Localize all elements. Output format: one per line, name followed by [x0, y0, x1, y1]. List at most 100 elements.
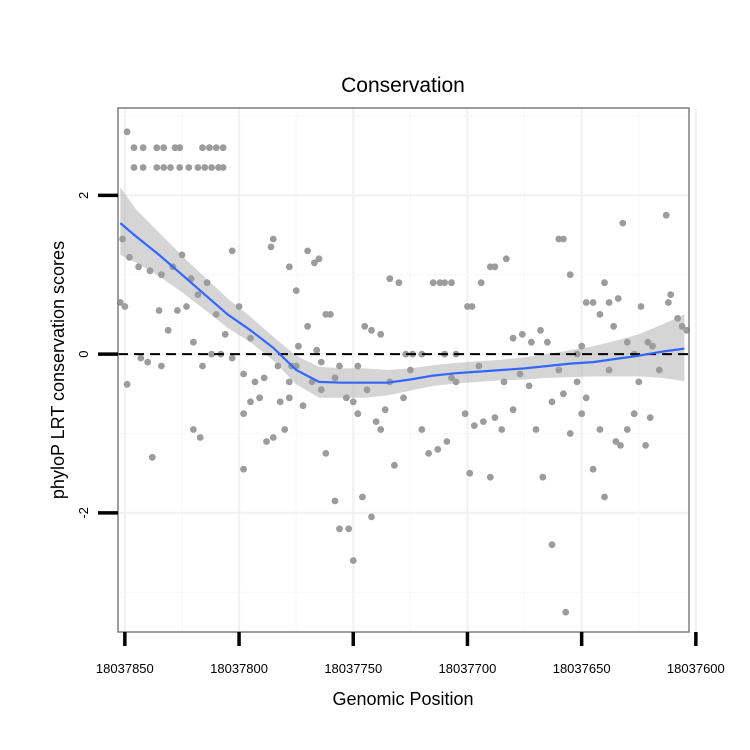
data-point	[573, 378, 581, 386]
data-point	[212, 144, 220, 152]
data-point	[480, 418, 487, 425]
data-point	[605, 299, 613, 306]
x-tick-label: 18037850	[96, 661, 154, 676]
data-point	[183, 303, 190, 310]
data-point	[304, 322, 311, 330]
data-point	[596, 426, 604, 433]
y-axis: -2 0 2	[76, 192, 118, 519]
data-point	[130, 144, 138, 152]
data-point	[614, 295, 622, 302]
data-point	[566, 430, 574, 437]
data-point	[610, 322, 617, 330]
confidence-band	[120, 187, 685, 398]
data-point	[601, 279, 608, 287]
data-point	[678, 322, 686, 330]
data-point	[194, 164, 202, 171]
data-point	[190, 426, 197, 433]
data-point	[212, 311, 220, 318]
data-point	[185, 164, 193, 171]
data-point	[646, 414, 654, 421]
data-point	[498, 426, 506, 433]
data-point	[562, 608, 570, 616]
data-point	[123, 128, 131, 136]
data-point	[269, 434, 277, 441]
data-point	[313, 346, 321, 354]
plot-frame	[117, 107, 690, 633]
data-point	[532, 426, 540, 433]
data-point	[315, 255, 323, 263]
data-point	[317, 358, 325, 366]
data-point	[336, 525, 343, 533]
data-point	[491, 263, 499, 271]
y-tick-label: 2	[76, 192, 91, 199]
data-point	[578, 342, 586, 350]
data-point	[190, 338, 197, 346]
data-point	[263, 438, 270, 445]
data-point	[343, 394, 350, 402]
data-point	[125, 253, 133, 261]
data-point	[502, 255, 510, 263]
data-point	[363, 386, 371, 394]
data-point	[381, 406, 389, 414]
data-point	[137, 354, 145, 362]
data-point	[345, 525, 353, 533]
data-point	[500, 378, 508, 386]
data-point	[443, 438, 451, 445]
x-axis: 18037850 18037800 18037750 18037700 18037650…	[96, 632, 725, 676]
data-point	[208, 350, 216, 358]
data-point	[361, 322, 369, 330]
data-point	[582, 299, 590, 306]
data-point	[630, 410, 638, 418]
data-point	[135, 263, 143, 271]
data-point	[528, 338, 535, 346]
data-point	[304, 247, 311, 255]
smooth-trend-line	[119, 222, 685, 384]
data-point	[566, 271, 574, 279]
data-point	[292, 287, 300, 294]
data-point	[121, 303, 129, 310]
data-point	[452, 378, 460, 386]
data-point	[228, 247, 236, 255]
data-point	[354, 410, 362, 418]
data-point	[418, 350, 426, 358]
data-point	[601, 493, 608, 501]
data-point	[317, 386, 325, 394]
data-point	[354, 362, 362, 370]
data-point	[461, 410, 469, 418]
data-point	[448, 374, 455, 382]
x-tick-label: 18037750	[324, 661, 382, 676]
data-point	[548, 398, 556, 406]
data-point	[573, 350, 581, 358]
data-point	[240, 465, 248, 473]
data-point	[486, 473, 494, 481]
data-point	[386, 275, 394, 283]
data-point	[466, 469, 474, 477]
data-point	[612, 438, 620, 445]
data-point	[544, 338, 551, 346]
data-point	[176, 164, 184, 171]
data-point	[642, 442, 649, 449]
data-point	[477, 279, 485, 287]
data-point	[139, 164, 147, 171]
data-point	[336, 362, 343, 370]
data-point	[174, 307, 181, 314]
data-point	[219, 164, 227, 171]
data-point	[260, 374, 268, 382]
data-point	[425, 450, 432, 457]
data-point	[470, 422, 478, 429]
data-point	[240, 370, 248, 378]
y-axis-label: phyloP LRT conservation scores	[48, 241, 68, 499]
data-point	[377, 330, 385, 338]
data-point	[311, 259, 318, 267]
data-point	[199, 144, 206, 152]
data-point	[208, 164, 216, 171]
data-point	[247, 398, 254, 406]
y-tick-label: 0	[76, 351, 91, 358]
data-point	[331, 497, 339, 505]
data-point	[155, 307, 163, 314]
confidence-band-layer	[120, 187, 685, 398]
data-point	[582, 394, 590, 402]
data-point	[475, 362, 483, 370]
data-point	[285, 263, 293, 271]
data-point	[525, 382, 533, 390]
